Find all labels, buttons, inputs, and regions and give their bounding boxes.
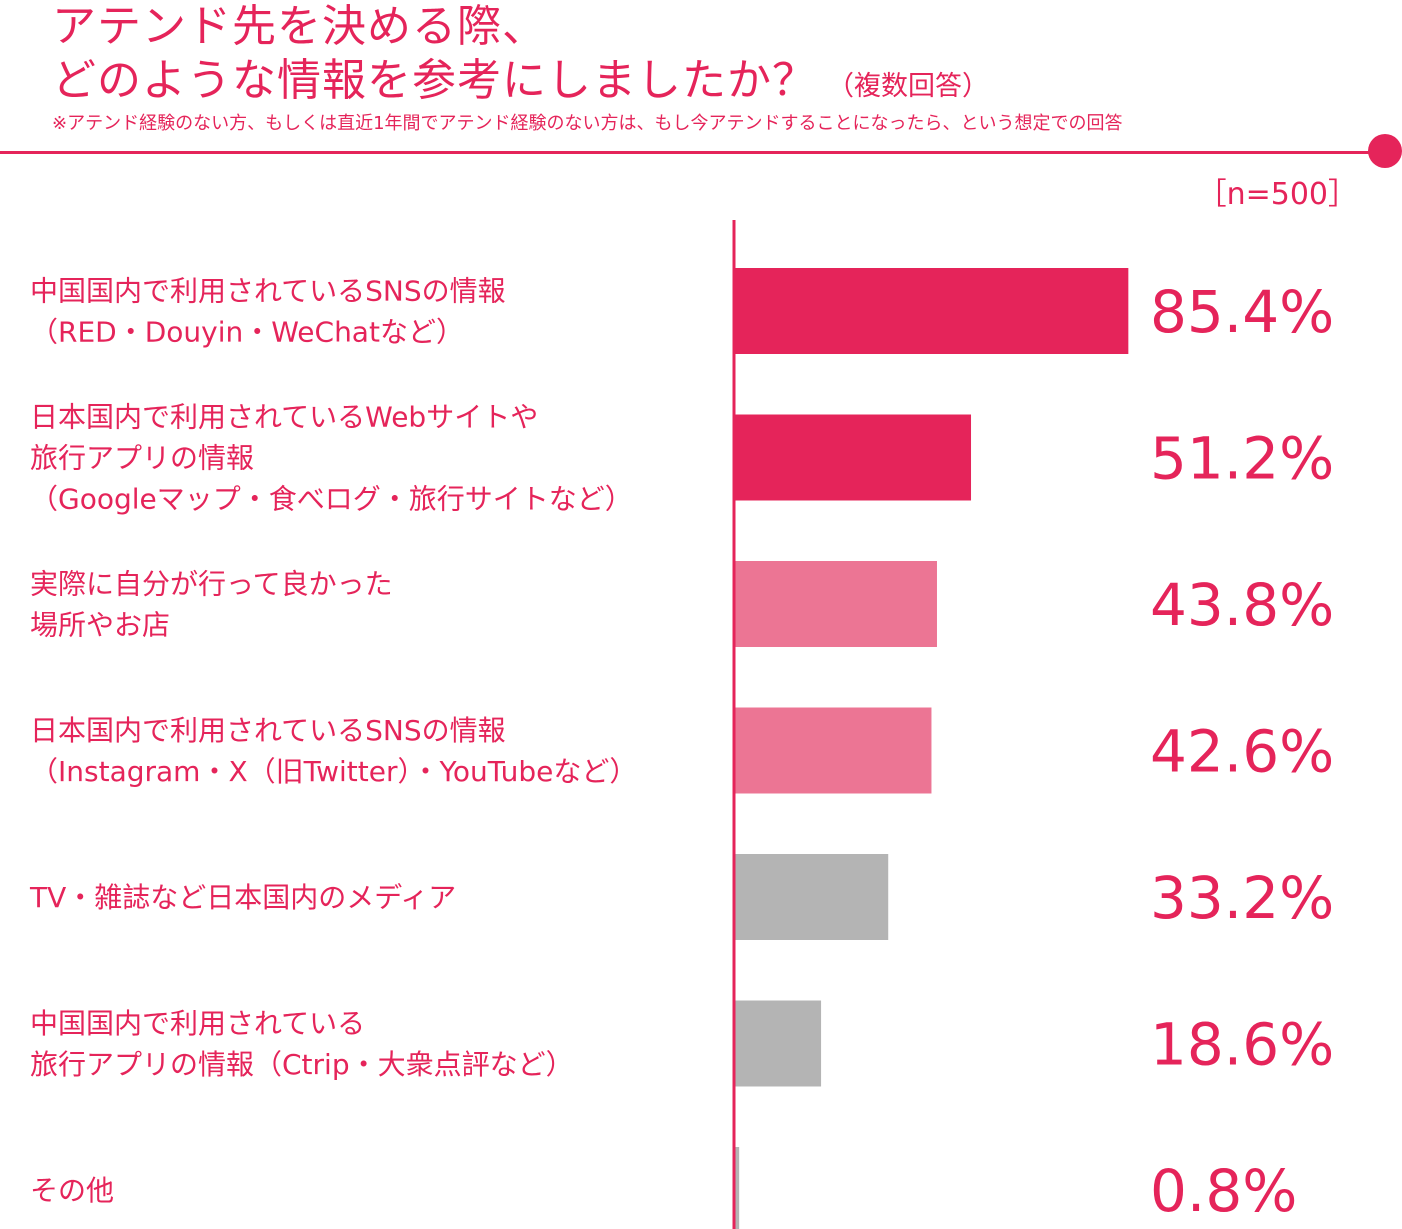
value-label-6: 18.6% <box>1150 1011 1334 1079</box>
bar-2 <box>735 414 972 501</box>
category-label-3: 実際に自分が行って良かった場所やお店 <box>30 568 393 642</box>
divider-dot <box>1368 134 1402 168</box>
value-label-7: 0.8% <box>1150 1157 1297 1225</box>
title-line-2: どのような情報を参考にしましたか？ （複数回答） <box>52 54 989 114</box>
value-label-5: 33.2% <box>1150 864 1334 932</box>
category-label-1-line-2: （RED・Douyin・WeChatなど） <box>30 316 464 349</box>
header-divider <box>0 151 1386 154</box>
value-label-4: 42.6% <box>1150 718 1334 786</box>
title-suffix: （複数回答） <box>827 71 989 102</box>
bar-4 <box>735 707 932 794</box>
category-label-6-line-1: 中国国内で利用されている <box>30 1007 365 1040</box>
category-label-1: 中国国内で利用されているSNSの情報 （RED・Douyin・WeChatなど） <box>30 275 506 349</box>
survey-note: ※アテンド経験のない方、もしくは直近1年間でアテンド経験のない方は、もし今アテン… <box>52 113 1123 134</box>
category-label-4-line-2: （Instagram・X（旧Twitter）・YouTubeなど） <box>30 755 637 788</box>
bar-5 <box>735 854 889 940</box>
bar-7 <box>735 1147 740 1229</box>
category-label-7: その他 <box>30 1174 114 1207</box>
category-label-1-line-1: 中国国内で利用されているSNSの情報 <box>30 275 506 308</box>
category-label-5: TV・雑誌など日本国内のメディア <box>29 881 456 914</box>
category-label-3-line-2: 場所やお店 <box>30 609 170 642</box>
sample-size: ［n=500］ <box>1196 177 1358 212</box>
category-label-2: 日本国内で利用されているWebサイトや旅行アプリの情報 （Googleマップ・食べ… <box>30 401 633 516</box>
category-label-6-line-2: 旅行アプリの情報（Ctrip・大衆点評など） <box>30 1048 574 1081</box>
value-label-1: 85.4% <box>1150 278 1334 346</box>
title-line-1: アテンド先を決める際、 <box>52 1 547 52</box>
bar-1 <box>735 268 1129 354</box>
category-label-6: 中国国内で利用されている旅行アプリの情報（Ctrip・大衆点評など） <box>30 1007 574 1081</box>
category-label-3-line-1: 実際に自分が行って良かった <box>30 568 393 601</box>
category-label-5-line-1: TV・雑誌など日本国内のメディア <box>29 881 456 914</box>
category-label-2-line-2: 旅行アプリの情報 <box>30 442 254 475</box>
category-label-4: 日本国内で利用されているSNSの情報 （Instagram・X（旧Twitter）… <box>30 714 637 788</box>
bar-6 <box>735 1000 822 1087</box>
category-label-7-line-1: その他 <box>30 1174 114 1207</box>
category-label-2-line-3: （Googleマップ・食べログ・旅行サイトなど） <box>30 483 633 516</box>
category-label-2-line-1: 日本国内で利用されているWebサイトや <box>30 401 538 434</box>
chart-title: アテンド先を決める際、 どのような情報を参考にしましたか？ （複数回答） <box>52 0 989 114</box>
value-label-2: 51.2% <box>1150 425 1334 493</box>
bar-3 <box>735 561 937 647</box>
category-label-4-line-1: 日本国内で利用されているSNSの情報 <box>30 714 506 747</box>
title-line-2-text: どのような情報を参考にしましたか？ <box>52 55 817 106</box>
value-label-3: 43.8% <box>1150 571 1334 639</box>
